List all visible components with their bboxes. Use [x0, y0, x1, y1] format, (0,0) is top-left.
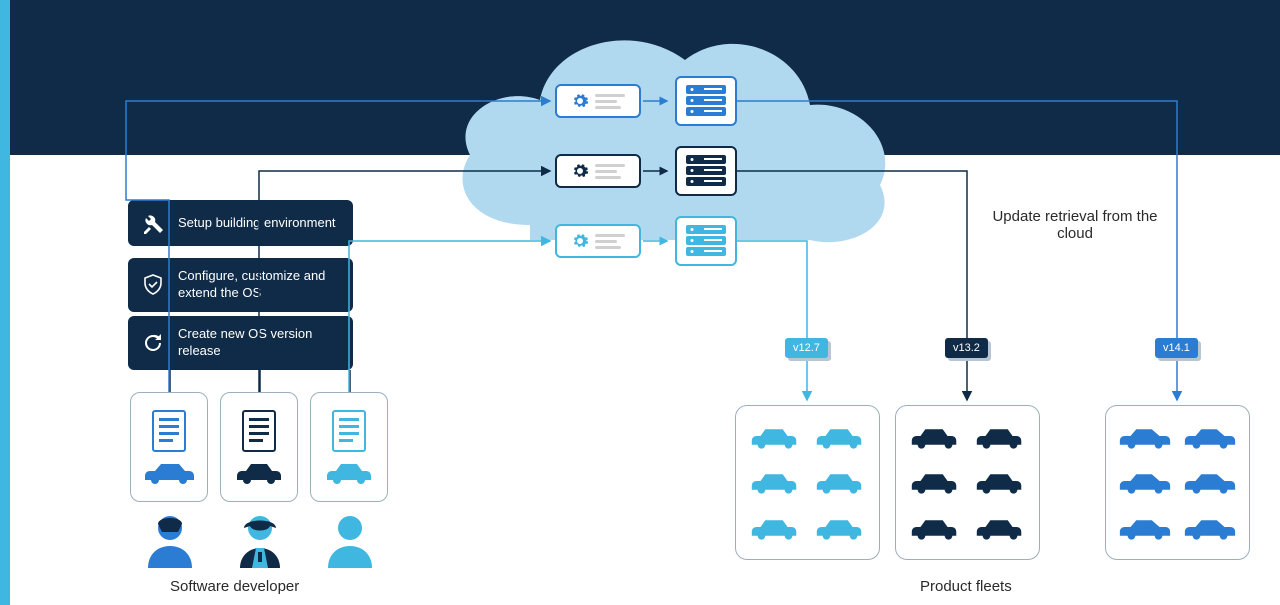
version-tag-1: v12.7 — [785, 338, 828, 358]
server-block-3 — [675, 216, 737, 266]
dev-box-2 — [220, 392, 298, 502]
fleet-box-1 — [735, 405, 880, 560]
car-icon — [1181, 423, 1239, 451]
document-icon — [151, 409, 187, 453]
dev-box-1 — [130, 392, 208, 502]
car-icon — [811, 423, 869, 451]
person-icon-3 — [320, 510, 380, 570]
document-icon — [331, 409, 367, 453]
car-icon — [971, 514, 1029, 542]
config-block-1 — [555, 84, 641, 118]
server-icon — [684, 83, 728, 119]
gear-icon — [571, 232, 589, 250]
server-icon — [684, 153, 728, 189]
left-accent-bar — [0, 0, 10, 605]
step-card-release: Create new OS version release — [128, 316, 353, 370]
server-icon — [684, 223, 728, 259]
car-icon — [906, 514, 964, 542]
version-tag-3: v14.1 — [1155, 338, 1198, 358]
document-icon — [241, 409, 277, 453]
server-block-1 — [675, 76, 737, 126]
server-block-2 — [675, 146, 737, 196]
shield-icon — [140, 272, 166, 298]
step-label: Configure, customize and extend the OS — [178, 268, 341, 302]
config-block-3 — [555, 224, 641, 258]
car-icon — [231, 459, 287, 485]
car-icon — [1116, 423, 1174, 451]
fleet-box-2 — [895, 405, 1040, 560]
car-icon — [1181, 468, 1239, 496]
car-icon — [906, 423, 964, 451]
car-icon — [1116, 514, 1174, 542]
connector-step-dev — [165, 370, 365, 394]
dev-box-3 — [310, 392, 388, 502]
gear-icon — [571, 162, 589, 180]
car-icon — [906, 468, 964, 496]
car-icon — [746, 423, 804, 451]
step-card-setup: Setup building environment — [128, 200, 353, 246]
car-icon — [971, 423, 1029, 451]
version-tag-2: v13.2 — [945, 338, 988, 358]
config-block-2 — [555, 154, 641, 188]
refresh-icon — [140, 330, 166, 356]
car-icon — [141, 459, 197, 485]
car-icon — [321, 459, 377, 485]
wrench-icon — [140, 210, 166, 236]
cloud-icon — [420, 5, 920, 285]
step-label: Create new OS version release — [178, 326, 341, 360]
car-icon — [1116, 468, 1174, 496]
gear-icon — [571, 92, 589, 110]
car-icon — [1181, 514, 1239, 542]
step-label: Setup building environment — [178, 215, 336, 232]
fleet-box-3 — [1105, 405, 1250, 560]
label-retrieval: Update retrieval from the cloud — [985, 208, 1165, 242]
car-icon — [746, 514, 804, 542]
label-developer: Software developer — [170, 578, 299, 595]
car-icon — [746, 468, 804, 496]
label-fleets: Product fleets — [920, 578, 1012, 595]
car-icon — [971, 468, 1029, 496]
step-card-configure: Configure, customize and extend the OS — [128, 258, 353, 312]
person-icon-2 — [230, 510, 290, 570]
person-icon-1 — [140, 510, 200, 570]
car-icon — [811, 514, 869, 542]
car-icon — [811, 468, 869, 496]
